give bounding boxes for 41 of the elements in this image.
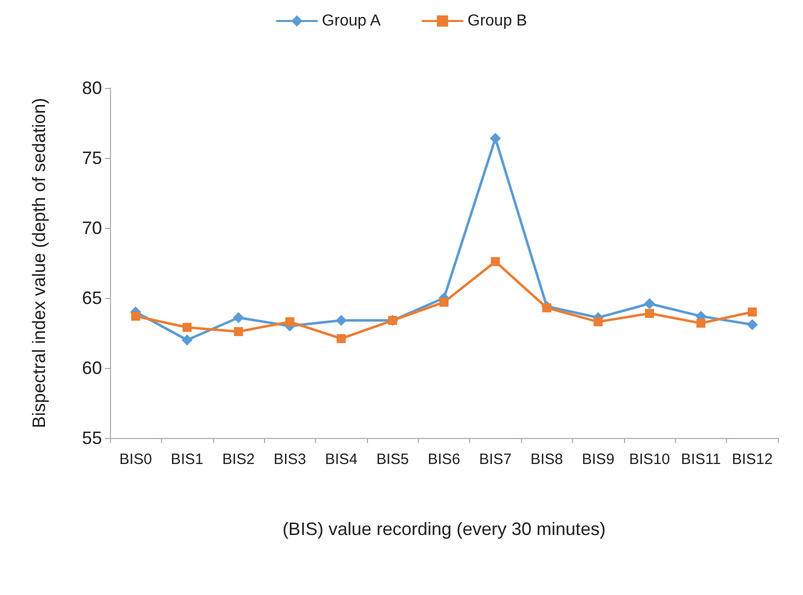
x-tick-label: BIS0 <box>119 451 152 468</box>
point <box>594 317 603 326</box>
point <box>336 334 346 344</box>
y-tick-label: 60 <box>82 358 102 378</box>
point <box>696 318 706 328</box>
y-axis-title: Bispectral index value (depth of sedation) <box>29 98 49 428</box>
x-tick-label: BIS5 <box>376 451 409 468</box>
point <box>490 132 501 144</box>
point <box>748 308 757 316</box>
x-tick-label: BIS9 <box>582 451 614 468</box>
point <box>285 317 294 326</box>
point <box>131 312 140 321</box>
legend-label: Group A <box>322 12 381 30</box>
x-tick-label: BIS6 <box>428 451 460 468</box>
y-tick-label: 55 <box>82 428 102 448</box>
point <box>182 334 193 346</box>
x-tick-label: BIS12 <box>732 451 773 468</box>
point <box>490 257 500 266</box>
point <box>234 327 243 336</box>
point <box>336 314 347 326</box>
point <box>182 322 192 332</box>
y-tick-label: 80 <box>82 78 102 98</box>
x-tick-label: BIS10 <box>629 451 670 468</box>
point <box>232 312 244 324</box>
point <box>644 298 656 310</box>
legend-label: Group B <box>468 12 528 30</box>
x-tick-label: BIS1 <box>170 451 204 468</box>
point <box>542 303 552 312</box>
x-tick-label: BIS7 <box>479 451 512 468</box>
point <box>440 298 448 307</box>
y-tick-label: 70 <box>82 218 102 238</box>
y-tick-label: 65 <box>82 288 102 308</box>
x-tick-label: BIS4 <box>324 451 358 468</box>
y-tick-label: 75 <box>82 148 102 168</box>
point <box>746 319 758 330</box>
x-tick-label: BIS8 <box>530 451 564 468</box>
x-tick-label: BIS11 <box>681 451 721 468</box>
x-tick-label: BIS2 <box>222 451 255 468</box>
x-tick-label: BIS3 <box>274 451 306 468</box>
x-axis-title: (BIS) value recording (every 30 minutes) <box>282 519 606 539</box>
point <box>645 308 654 318</box>
